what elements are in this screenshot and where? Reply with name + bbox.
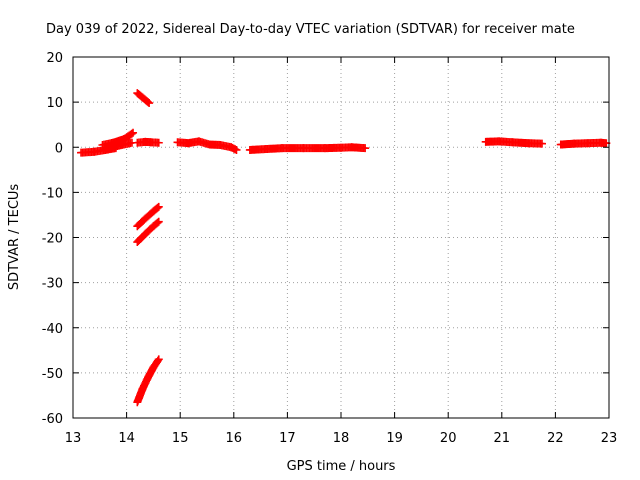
- data-point: [144, 98, 153, 107]
- x-tick-label: 17: [279, 431, 296, 446]
- x-tick-label: 15: [172, 431, 189, 446]
- y-tick-labels: 20 10 0 -10 -20 -30 -40 -50 -60: [42, 51, 63, 427]
- data-point: [154, 138, 163, 147]
- x-tick-label: 20: [440, 431, 457, 446]
- y-tick-label: -30: [42, 277, 63, 292]
- grid: [73, 57, 609, 418]
- data-segment: [133, 217, 163, 247]
- x-tick-labels: 13 14 15 16 17 18 19 20 21 22 23: [65, 431, 618, 446]
- y-tick-label: 0: [55, 141, 63, 156]
- data-point: [538, 139, 546, 148]
- data-segment: [173, 137, 241, 154]
- data-point: [154, 217, 163, 226]
- y-tick-label: 10: [46, 96, 63, 111]
- data-point: [361, 144, 370, 153]
- x-tick-label: 16: [226, 431, 243, 446]
- data-segment: [133, 355, 163, 407]
- data-point: [153, 218, 162, 227]
- data-segment: [133, 137, 163, 147]
- y-tick-label: -20: [42, 232, 63, 247]
- x-tick-label: 14: [118, 431, 135, 446]
- data-segment: [133, 202, 163, 231]
- x-tick-label: 19: [386, 431, 403, 446]
- x-tick-label: 22: [547, 431, 564, 446]
- data-point: [127, 129, 136, 138]
- y-tick-label: -40: [42, 322, 63, 337]
- y-tick-label: 20: [46, 51, 63, 66]
- data-point: [232, 145, 241, 154]
- data-segment: [133, 89, 154, 108]
- data-point: [129, 128, 138, 137]
- data-point: [154, 202, 163, 211]
- x-tick-label: 18: [333, 431, 350, 446]
- y-tick-label: -50: [42, 367, 63, 382]
- x-tick-label: 13: [65, 431, 82, 446]
- y-axis-label: SDTVAR / TECUs: [7, 184, 22, 291]
- axis-ticks: [72, 56, 610, 419]
- x-tick-label: 23: [601, 431, 618, 446]
- data-point: [153, 203, 162, 212]
- data-point: [153, 356, 162, 365]
- data-segment: [245, 143, 370, 154]
- data-point: [145, 99, 154, 108]
- x-axis-label: GPS time / hours: [287, 459, 396, 474]
- y-tick-label: -10: [42, 186, 63, 201]
- x-tick-label: 21: [494, 431, 511, 446]
- data-segment: [481, 137, 546, 148]
- data-segment: [101, 138, 136, 153]
- data-points: [77, 89, 611, 407]
- data-point: [154, 355, 163, 364]
- chart-title: Day 039 of 2022, Sidereal Day-to-day VTE…: [46, 22, 575, 37]
- y-tick-label: -60: [42, 412, 63, 427]
- data-segment: [556, 138, 611, 149]
